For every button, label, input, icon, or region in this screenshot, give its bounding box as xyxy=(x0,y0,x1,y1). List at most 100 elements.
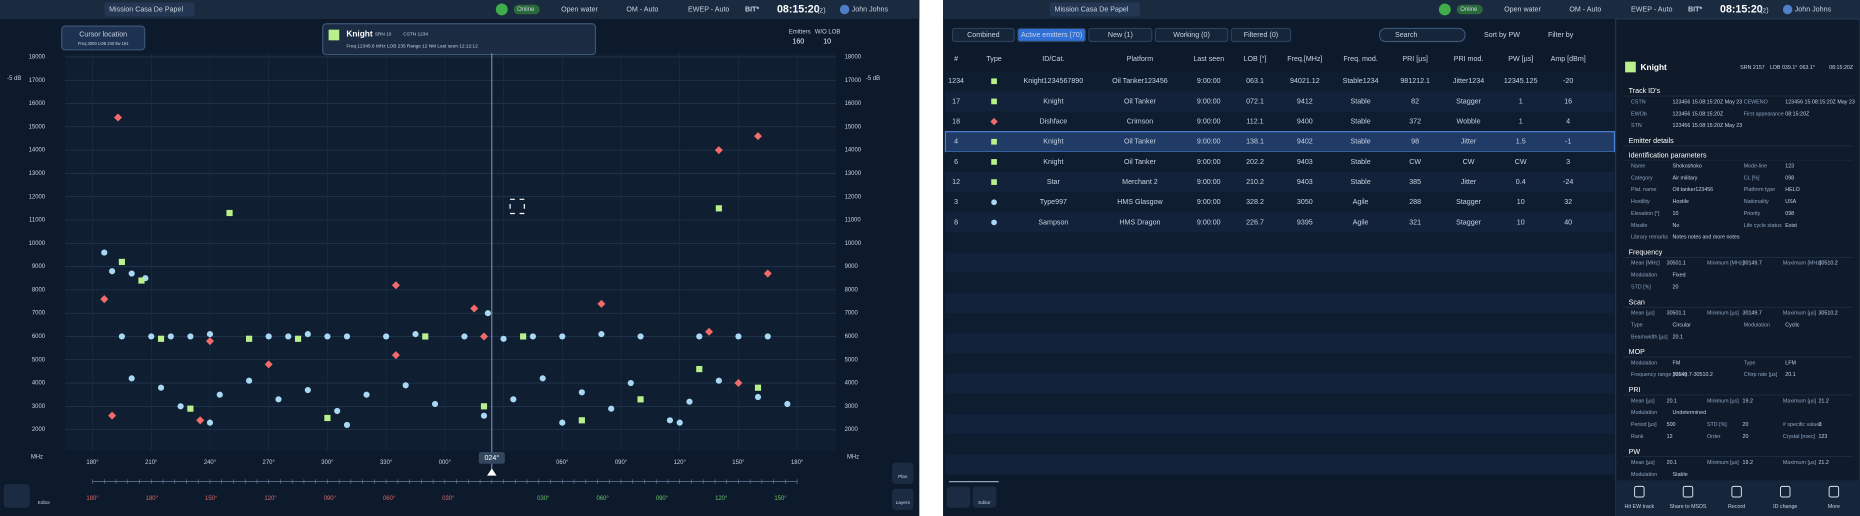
marker xyxy=(343,421,351,429)
mission-box[interactable] xyxy=(1049,2,1140,17)
action-icon[interactable] xyxy=(1780,485,1791,498)
tab[interactable] xyxy=(1154,27,1229,43)
action-icon[interactable] xyxy=(1828,485,1840,498)
marker xyxy=(118,258,125,265)
table-row[interactable] xyxy=(945,91,1615,112)
table-row[interactable] xyxy=(945,192,1615,213)
button[interactable] xyxy=(972,486,997,508)
x-tick-label: 120° xyxy=(674,460,687,466)
label: 10 xyxy=(823,37,831,45)
search[interactable]: Search xyxy=(1395,31,1418,39)
tab[interactable] xyxy=(1088,27,1153,43)
table-row[interactable] xyxy=(945,151,1615,172)
cell: 210.2 xyxy=(1246,178,1264,186)
y-tick-label: 3000 xyxy=(32,404,46,410)
cell: 072.1 xyxy=(1246,97,1264,105)
action-label[interactable]: Record xyxy=(1728,504,1745,510)
cell: Stable xyxy=(1351,178,1371,186)
label[interactable]: Filter by xyxy=(1548,31,1574,39)
label[interactable]: Sort by PW xyxy=(1484,31,1520,39)
field-value: 123456 15.08:15:20Z May 23 xyxy=(1673,99,1743,105)
mission-box[interactable] xyxy=(104,2,195,17)
marker xyxy=(735,333,742,340)
table-row[interactable] xyxy=(945,111,1615,132)
column-header: Type xyxy=(986,55,1001,63)
action-label[interactable]: Hit EW track xyxy=(1625,504,1655,510)
avatar xyxy=(1782,4,1793,15)
tab[interactable] xyxy=(951,27,1015,43)
cell: 328.2 xyxy=(1246,198,1264,206)
marker xyxy=(187,405,194,412)
field-value: 098 xyxy=(1785,175,1794,181)
mission: Mission Casa De Papel xyxy=(1055,5,1129,13)
tab-label: Filtered (0) xyxy=(1244,31,1278,39)
cell: 321 xyxy=(1409,218,1421,226)
cell: 3050 xyxy=(1297,198,1313,206)
cell: Stable xyxy=(1351,138,1371,146)
marker xyxy=(187,333,194,340)
field-label: Chirp rate [µs] xyxy=(1744,372,1778,378)
ruler-label: 180° xyxy=(86,496,99,502)
field-value: 20.1 xyxy=(1673,334,1683,340)
table-row xyxy=(945,272,1615,293)
tab[interactable] xyxy=(1017,27,1086,43)
selection-box xyxy=(509,198,525,215)
table-row[interactable] xyxy=(945,172,1615,193)
action-label[interactable]: ID change xyxy=(1773,504,1797,510)
label: Online xyxy=(1460,7,1478,13)
label: Open water xyxy=(1504,5,1541,13)
marker xyxy=(148,333,155,340)
marker xyxy=(637,396,644,403)
label: Knight xyxy=(346,29,373,39)
marker xyxy=(431,400,439,408)
action-label[interactable]: Share to MSDS xyxy=(1669,504,1706,510)
table-row xyxy=(945,252,1615,273)
button[interactable] xyxy=(3,483,30,508)
field-label: Beamwidth [µs] xyxy=(1631,334,1668,340)
axis-label: MHz xyxy=(847,454,859,460)
button[interactable] xyxy=(946,486,971,508)
cell: Oil Tanker123456 xyxy=(1112,77,1168,85)
section-title: PRI xyxy=(1629,386,1641,394)
marker xyxy=(734,379,743,388)
label: OM - Auto xyxy=(626,5,658,13)
table-row[interactable] xyxy=(945,71,1615,92)
y-tick-label: 16000 xyxy=(29,101,46,107)
ruler-label: 030° xyxy=(442,496,455,502)
field-label: Mean [µs] xyxy=(1631,398,1655,404)
cell: Type997 xyxy=(1040,198,1067,206)
field-label: Frequency range [MHz] xyxy=(1631,372,1687,378)
action-icon[interactable] xyxy=(1634,485,1645,498)
cell: 4 xyxy=(954,138,958,146)
cell: Wobble xyxy=(1457,117,1481,125)
search-box[interactable] xyxy=(1378,27,1466,43)
marker xyxy=(275,396,282,403)
label: 08:15:20 xyxy=(1720,3,1763,15)
button[interactable] xyxy=(892,488,914,511)
marker xyxy=(559,333,566,340)
action-label[interactable]: More xyxy=(1828,504,1840,510)
table-row[interactable] xyxy=(945,212,1615,233)
button[interactable] xyxy=(892,462,914,484)
marker xyxy=(157,335,165,342)
marker xyxy=(304,386,311,394)
action-icon[interactable] xyxy=(1731,485,1742,498)
tab-label: Active emitters (70) xyxy=(1021,31,1082,39)
label: BIT* xyxy=(745,5,759,13)
y-tick-label: 12000 xyxy=(845,194,862,200)
label: OM - Auto xyxy=(1569,5,1601,13)
field-label: Rank xyxy=(1631,434,1644,440)
field-value: LFM xyxy=(1785,360,1796,366)
label: (z) xyxy=(817,7,825,15)
field-value: 21.2 xyxy=(1818,460,1828,466)
field-value: FM xyxy=(1673,360,1681,366)
tab[interactable] xyxy=(1230,27,1292,43)
ruler-label: 030° xyxy=(537,496,550,502)
field-value: 21.2 xyxy=(1818,398,1828,404)
action-icon[interactable] xyxy=(1682,485,1694,498)
marker xyxy=(991,78,997,85)
table-row xyxy=(945,232,1615,253)
marker xyxy=(196,416,205,425)
field-value: 20 xyxy=(1743,434,1749,440)
